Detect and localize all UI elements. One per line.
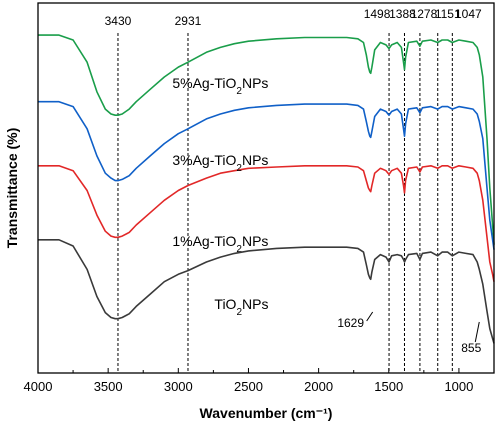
y-axis-title: Transmittance (%) xyxy=(4,128,20,249)
series-line-2 xyxy=(38,100,495,250)
peak-label-1047: 1047 xyxy=(455,7,482,21)
peak-label-1498: 1498 xyxy=(364,7,391,21)
peak-leader-855 xyxy=(474,321,480,343)
peak-leader-1629 xyxy=(366,311,374,322)
series-labels: 5%Ag-TiO2NPs 3%Ag-TiO2NPs 1%Ag-TiO2NPs TiO2… xyxy=(172,75,268,318)
x-axis-ticks: 4000 3500 3000 2500 2000 1500 1000 xyxy=(24,368,473,394)
x-tick-label-3000: 3000 xyxy=(164,379,193,394)
series-label-4: TiO2NPs xyxy=(214,296,268,318)
peak-label-1388: 1388 xyxy=(389,7,416,21)
x-tick-label-2500: 2500 xyxy=(234,379,263,394)
x-axis-title: Wavenumber (cm⁻¹) xyxy=(200,405,333,421)
series-line-4 xyxy=(38,239,495,344)
x-tick-label-3500: 3500 xyxy=(94,379,123,394)
series-label-2: 3%Ag-TiO2NPs xyxy=(172,152,268,174)
peak-label-2931: 2931 xyxy=(175,14,202,28)
series-line-3 xyxy=(38,165,495,282)
x-tick-label-2000: 2000 xyxy=(304,379,333,394)
x-tick-label-1500: 1500 xyxy=(374,379,403,394)
x-tick-label-1000: 1000 xyxy=(444,379,473,394)
series-layer xyxy=(38,34,495,344)
peak-label-1278: 1278 xyxy=(411,7,438,21)
peak-label-1629: 1629 xyxy=(337,316,364,330)
peak-label-855: 855 xyxy=(461,341,481,355)
peak-label-3430: 3430 xyxy=(105,14,132,28)
peak-reference-lines xyxy=(117,33,453,373)
plot-frame xyxy=(37,2,495,374)
series-line-1 xyxy=(38,34,495,245)
series-label-3: 1%Ag-TiO2NPs xyxy=(172,233,268,255)
series-label-1: 5%Ag-TiO2NPs xyxy=(172,75,268,97)
x-tick-label-4000: 4000 xyxy=(24,379,53,394)
peak-label-1151: 1151 xyxy=(435,7,461,21)
